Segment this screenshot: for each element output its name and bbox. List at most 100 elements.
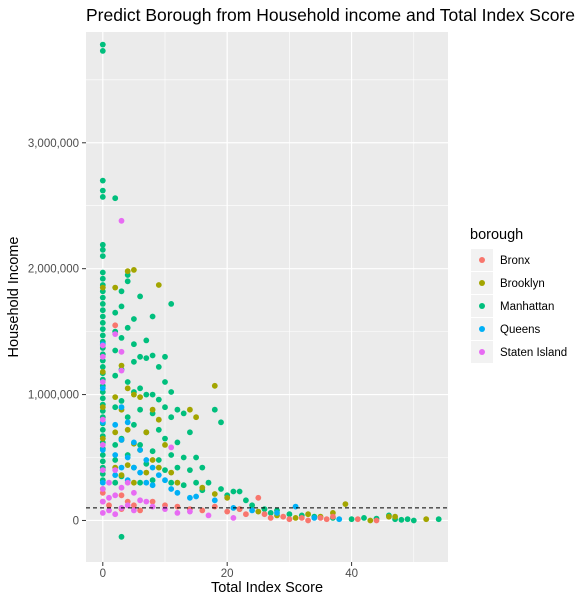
point-manhattan xyxy=(230,488,237,495)
point-manhattan xyxy=(118,533,125,540)
point-bronx xyxy=(211,503,218,510)
legend-title: borough xyxy=(470,227,523,243)
point-manhattan xyxy=(218,486,224,492)
point-manhattan xyxy=(137,479,144,486)
point-manhattan xyxy=(99,177,106,184)
point-queens xyxy=(137,469,144,476)
point-queens xyxy=(249,507,256,514)
point-staten-island xyxy=(118,217,125,224)
point-bronx xyxy=(112,322,119,329)
point-queens xyxy=(149,464,156,471)
point-queens xyxy=(124,419,131,426)
point-manhattan xyxy=(131,341,137,348)
point-manhattan xyxy=(137,442,144,448)
point-manhattan xyxy=(174,406,181,413)
point-manhattan xyxy=(162,379,168,385)
point-staten-island xyxy=(106,479,112,486)
point-bronx xyxy=(261,511,268,518)
legend-swatch-manhattan xyxy=(479,303,485,309)
point-staten-island xyxy=(131,507,137,514)
point-staten-island xyxy=(187,508,193,515)
point-manhattan xyxy=(236,488,243,495)
legend-swatch-queens xyxy=(479,326,485,332)
point-bronx xyxy=(137,507,144,514)
point-manhattan xyxy=(99,275,106,282)
point-queens xyxy=(99,385,106,392)
legend-label-bronx: Bronx xyxy=(500,255,530,267)
point-brooklyn xyxy=(131,391,137,398)
point-staten-island xyxy=(112,331,119,337)
point-queens xyxy=(211,497,218,504)
point-brooklyn xyxy=(124,385,131,392)
y-tick-label: 1,000,000 xyxy=(28,390,79,402)
point-brooklyn xyxy=(155,416,162,423)
point-manhattan xyxy=(361,515,367,521)
point-queens xyxy=(168,486,175,492)
point-staten-island xyxy=(99,416,106,423)
point-brooklyn xyxy=(143,429,150,436)
point-staten-island xyxy=(118,348,125,355)
point-brooklyn xyxy=(155,464,162,471)
point-manhattan xyxy=(118,303,125,310)
point-queens xyxy=(187,494,193,501)
point-bronx xyxy=(298,515,305,521)
point-brooklyn xyxy=(193,414,200,421)
point-manhattan xyxy=(112,372,119,379)
point-bronx xyxy=(236,506,243,512)
point-queens xyxy=(155,472,162,478)
point-staten-island xyxy=(205,512,212,519)
legend-swatch-bronx xyxy=(479,257,485,263)
point-manhattan xyxy=(99,269,106,276)
point-manhattan xyxy=(218,419,224,426)
point-bronx xyxy=(131,502,137,509)
point-manhattan xyxy=(99,301,106,307)
point-manhattan xyxy=(143,337,150,344)
point-brooklyn xyxy=(112,284,119,291)
point-bronx xyxy=(286,516,293,523)
point-bronx xyxy=(373,517,380,524)
point-manhattan xyxy=(174,439,181,446)
point-queens xyxy=(99,479,106,486)
point-manhattan xyxy=(155,364,162,370)
point-bronx xyxy=(118,492,125,499)
point-bronx xyxy=(280,513,287,520)
point-staten-island xyxy=(137,497,144,504)
point-manhattan xyxy=(168,452,175,458)
point-queens xyxy=(311,515,318,521)
point-manhattan xyxy=(193,479,200,486)
point-manhattan xyxy=(131,358,137,365)
point-manhattan xyxy=(99,307,106,314)
point-manhattan xyxy=(137,406,144,413)
point-manhattan xyxy=(162,467,168,473)
point-manhattan xyxy=(187,467,193,473)
point-brooklyn xyxy=(112,394,119,400)
point-manhattan xyxy=(149,391,156,398)
legend-swatch-staten-island xyxy=(479,349,485,355)
point-manhattan xyxy=(99,194,106,200)
point-staten-island xyxy=(149,503,156,510)
point-manhattan xyxy=(149,477,156,484)
point-queens xyxy=(131,439,137,446)
point-queens xyxy=(118,464,125,471)
point-staten-island xyxy=(99,442,106,448)
point-bronx xyxy=(305,517,311,524)
point-staten-island xyxy=(118,367,125,374)
point-manhattan xyxy=(286,511,293,518)
point-queens xyxy=(118,437,125,443)
point-manhattan xyxy=(404,516,411,523)
point-brooklyn xyxy=(112,429,119,436)
point-brooklyn xyxy=(124,426,131,433)
point-brooklyn xyxy=(342,501,349,507)
point-manhattan xyxy=(99,294,106,301)
point-manhattan xyxy=(137,353,144,360)
point-brooklyn xyxy=(367,517,374,524)
point-manhattan xyxy=(131,316,137,322)
point-staten-island xyxy=(162,506,168,512)
point-manhattan xyxy=(99,426,106,433)
x-tick-label: 0 xyxy=(100,568,106,580)
point-staten-island xyxy=(168,444,175,451)
x-tick-label: 20 xyxy=(221,568,234,580)
point-brooklyn xyxy=(174,479,181,486)
point-manhattan xyxy=(168,479,175,486)
point-manhattan xyxy=(261,506,268,512)
